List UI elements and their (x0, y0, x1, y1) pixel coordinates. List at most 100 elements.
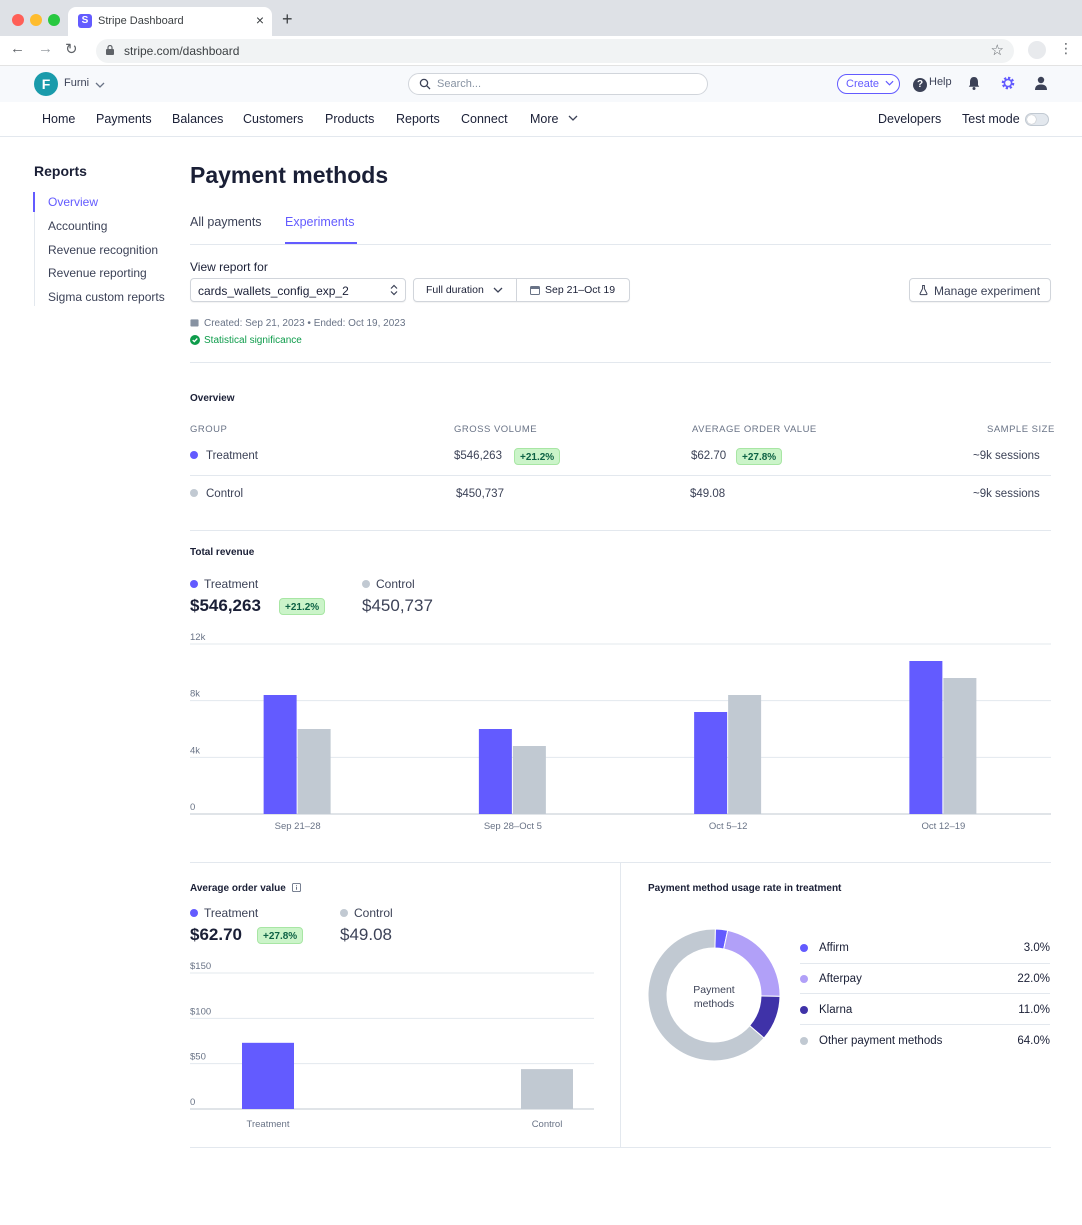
x-tick-label: Sep 28–Oct 5 (484, 821, 542, 832)
gear-icon[interactable] (1000, 75, 1016, 91)
nav-customers[interactable]: Customers (243, 112, 304, 126)
sidebar-item-sigma-custom-reports[interactable]: Sigma custom reports (48, 290, 165, 304)
info-icon[interactable] (291, 883, 301, 892)
sidebar-rail (34, 192, 35, 306)
col-average-order-value: AVERAGE ORDER VALUE (692, 424, 817, 435)
x-tick-label: Sep 21–28 (275, 821, 321, 832)
y-tick-label: 0 (190, 802, 195, 813)
chevron-down-icon (568, 115, 578, 121)
sidebar-item-revenue-reporting[interactable]: Revenue reporting (48, 266, 147, 280)
tab-close-icon[interactable]: × (255, 12, 264, 28)
nav-products[interactable]: Products (325, 112, 375, 126)
account-name[interactable]: Furni (64, 77, 90, 89)
select-updown-icon (390, 284, 398, 296)
flask-icon (919, 285, 928, 296)
experiment-select[interactable]: cards_wallets_config_exp_2 (190, 278, 406, 302)
chevron-down-icon[interactable] (95, 82, 105, 88)
legend-label: Treatment (204, 577, 259, 591)
chevron-down-icon (885, 80, 894, 86)
y-tick-label: $50 (190, 1052, 206, 1063)
help-icon: ? (913, 78, 927, 92)
x-tick-label: Treatment (247, 1119, 290, 1130)
treatment-bar (263, 695, 297, 814)
usage-method-name: Afterpay (819, 973, 862, 985)
date-range-picker[interactable]: Sep 21–Oct 19 (517, 279, 629, 301)
test-mode-toggle[interactable] (1025, 113, 1049, 126)
reload-icon[interactable]: ↻ (65, 41, 78, 58)
gross-volume-value: $450,737 (456, 488, 504, 500)
help-button[interactable]: ? Help (913, 76, 952, 92)
profile-avatar[interactable] (1028, 41, 1046, 59)
back-arrow-icon[interactable]: ← (10, 40, 25, 57)
close-window-button[interactable] (12, 14, 24, 26)
sidebar-item-overview[interactable]: Overview (48, 195, 99, 209)
duration-select[interactable]: Full duration (414, 279, 517, 301)
treatment-bar (694, 712, 728, 814)
gross-volume-value: $546,263 (454, 450, 502, 462)
sidebar-active-indicator (33, 192, 35, 212)
search-input[interactable]: Search... (408, 73, 708, 95)
nav-payments[interactable]: Payments (96, 112, 152, 126)
y-tick-label: 4k (190, 745, 200, 756)
usage-method-value: 3.0% (1023, 942, 1050, 954)
nav-more[interactable]: More (530, 112, 578, 126)
klarna-dot (800, 1006, 808, 1014)
treatment-dot (190, 451, 198, 459)
page-title: Payment methods (190, 162, 389, 188)
help-label: Help (929, 76, 952, 88)
aov-delta-badge: +27.8% (736, 448, 783, 465)
nav-developers[interactable]: Developers (878, 112, 942, 126)
nav-reports[interactable]: Reports (396, 112, 440, 126)
manage-experiment-button[interactable]: Manage experiment (909, 278, 1051, 302)
section-divider (190, 1147, 1051, 1148)
usage-method-value: 64.0% (1017, 1035, 1050, 1047)
usage-legend-row: Other payment methods 64.0% (800, 1026, 1050, 1056)
search-icon (419, 78, 431, 90)
test-mode-label: Test mode (962, 112, 1020, 126)
browser-menu-icon[interactable]: ⋮ (1059, 40, 1073, 56)
bookmark-star-icon[interactable]: ☆ (990, 42, 1004, 59)
sidebar-item-revenue-recognition[interactable]: Revenue recognition (48, 243, 159, 257)
duration-date-group: Full duration Sep 21–Oct 19 (413, 278, 630, 302)
control-revenue-value: $450,737 (362, 596, 433, 615)
browser-tab[interactable]: S Stripe Dashboard × (68, 7, 272, 36)
legend-label: Treatment (204, 906, 259, 920)
other-dot (800, 1037, 808, 1045)
y-tick-label: 12k (190, 632, 206, 643)
usage-method-value: 22.0% (1017, 973, 1050, 985)
account-avatar[interactable]: F (34, 72, 58, 96)
usage-title: Payment method usage rate in treatment (648, 883, 842, 894)
control-dot (340, 909, 348, 917)
nav-home[interactable]: Home (42, 112, 76, 126)
toggle-knob (1027, 115, 1036, 124)
view-report-label: View report for (190, 260, 268, 274)
treatment-revenue-delta: +21.2% (279, 598, 326, 615)
create-button[interactable]: Create (837, 74, 900, 94)
main-nav: Home Payments Balances Customers Product… (0, 102, 1082, 137)
minimize-window-button[interactable] (30, 14, 42, 26)
section-divider (190, 362, 1051, 363)
sidebar-item-accounting[interactable]: Accounting (48, 219, 108, 233)
tab-experiments[interactable]: Experiments (285, 215, 355, 229)
usage-donut-chart (647, 928, 781, 1062)
user-icon[interactable] (1033, 75, 1049, 91)
duration-select-value: Full duration (426, 284, 484, 296)
sample-size-value: ~9k sessions (973, 488, 1040, 500)
control-bar (297, 729, 331, 814)
forward-arrow-icon[interactable]: → (38, 40, 53, 57)
maximize-window-button[interactable] (48, 14, 60, 26)
date-range-value: Sep 21–Oct 19 (545, 284, 616, 296)
bell-icon[interactable] (966, 75, 982, 91)
control-aov-value: $49.08 (340, 925, 392, 944)
address-bar[interactable]: stripe.com/dashboard ☆ (96, 39, 1014, 63)
usage-legend-row: Afterpay 22.0% (800, 964, 1050, 994)
new-tab-button[interactable]: + (282, 9, 293, 29)
nav-balances[interactable]: Balances (172, 112, 224, 126)
lock-icon (106, 45, 114, 55)
tab-all-payments[interactable]: All payments (190, 215, 262, 229)
x-tick-label: Control (532, 1119, 563, 1130)
col-gross-volume: GROSS VOLUME (454, 424, 538, 435)
aov-chart: 0 $50 $100 $150 Treatment Control (190, 961, 594, 1130)
nav-connect[interactable]: Connect (461, 112, 508, 126)
manage-experiment-label: Manage experiment (934, 284, 1041, 298)
